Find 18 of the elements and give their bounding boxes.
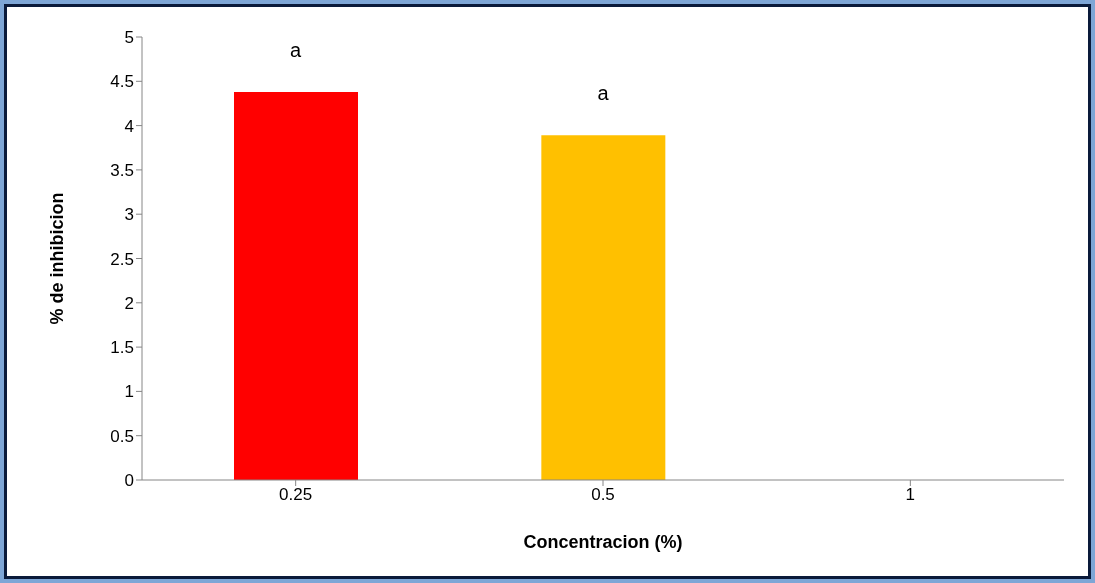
y-axis-title: % de inhibicion (47, 192, 68, 325)
x-axis-title: Concentracion (%) (523, 532, 683, 552)
y-tick-label: 1.5 (110, 338, 134, 358)
x-tick-label: 0.5 (591, 485, 615, 505)
x-tick-label: 0.25 (279, 485, 313, 505)
y-tick-label: 5 (124, 28, 134, 48)
y-tick-label: 3.5 (110, 160, 134, 180)
annotation: a (597, 82, 610, 105)
x-tick-label: 1 (905, 485, 916, 505)
y-tick-label: 3 (124, 205, 134, 225)
y-tick-label: 4 (124, 116, 134, 136)
y-tick-label: 4.5 (110, 72, 134, 92)
y-tick-label: 1 (124, 382, 134, 402)
annotation: a (290, 38, 303, 61)
y-tick-label: 2.5 (110, 249, 134, 269)
y-tick-label: 0.5 (110, 426, 134, 446)
y-tick-label: 0 (124, 471, 134, 491)
y-tick-label: 2 (124, 293, 134, 313)
